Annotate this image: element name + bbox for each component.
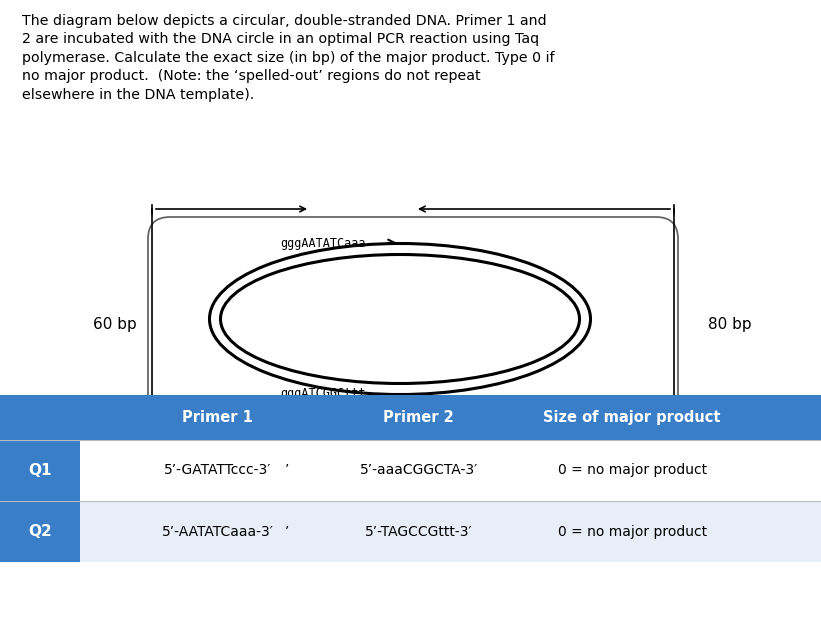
Text: Primer 1: Primer 1: [182, 410, 253, 425]
Ellipse shape: [209, 243, 590, 394]
Text: Q1: Q1: [29, 463, 52, 478]
Text: ’: ’: [285, 464, 290, 477]
Text: ’: ’: [285, 525, 290, 539]
Text: The diagram below depicts a circular, double-stranded DNA. Primer 1 and
2 are in: The diagram below depicts a circular, do…: [22, 14, 554, 102]
Bar: [0, 440, 80, 501]
Text: 5’-TAGCCGttt-3′: 5’-TAGCCGttt-3′: [365, 525, 473, 539]
Text: 80 bp: 80 bp: [709, 316, 752, 331]
Bar: [0, 501, 80, 562]
Text: 0 = no major product: 0 = no major product: [557, 525, 707, 539]
Text: gggAATATCaaa: gggAATATCaaa: [280, 236, 365, 250]
Text: 5’-AATATCaaa-3′: 5’-AATATCaaa-3′: [162, 525, 273, 539]
Text: Primer 2: Primer 2: [383, 410, 454, 425]
Text: Q2: Q2: [29, 524, 52, 539]
Text: 0 = no major product: 0 = no major product: [557, 464, 707, 477]
Text: 60 bp: 60 bp: [93, 316, 137, 331]
Ellipse shape: [221, 255, 580, 384]
Ellipse shape: [208, 241, 593, 396]
Text: gggATCGGCttt: gggATCGGCttt: [280, 388, 365, 401]
Ellipse shape: [215, 249, 585, 389]
Text: 5’-GATATTccc-3′: 5’-GATATTccc-3′: [164, 464, 271, 477]
Text: Size of major product: Size of major product: [544, 410, 721, 425]
Text: 5’-aaaCGGCTA-3′: 5’-aaaCGGCTA-3′: [360, 464, 478, 477]
